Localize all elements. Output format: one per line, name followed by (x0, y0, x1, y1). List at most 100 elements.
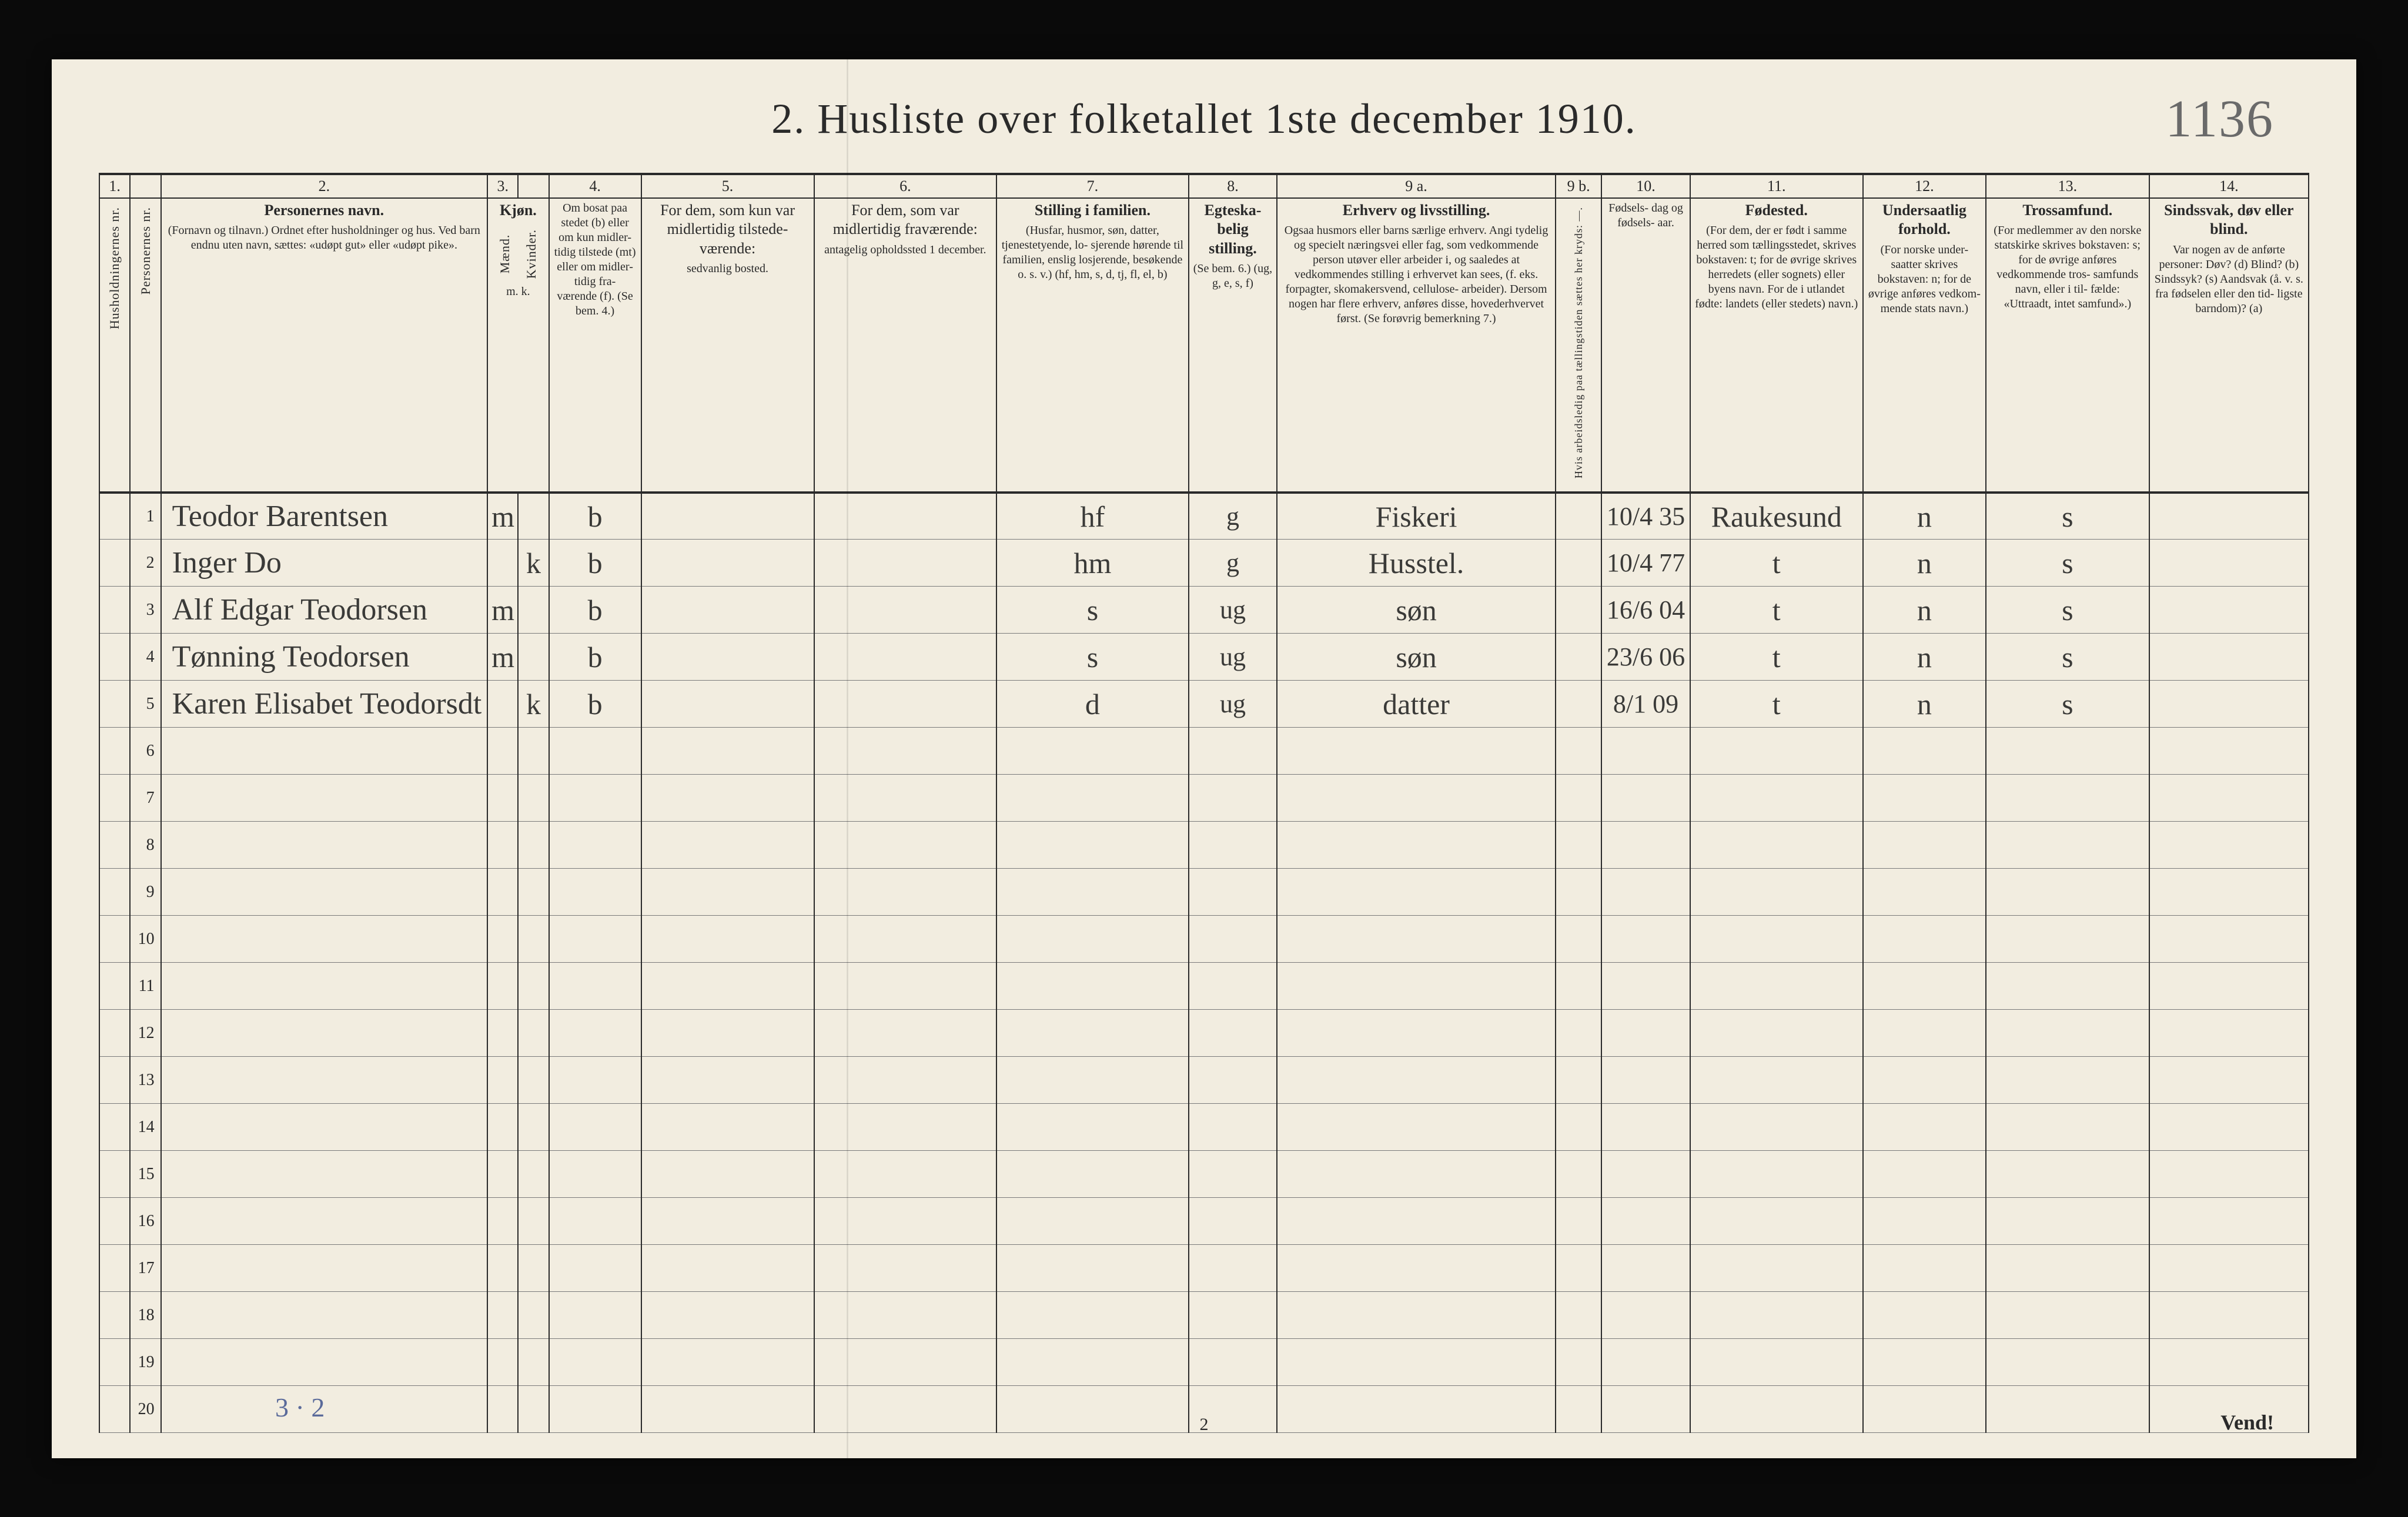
cell-egteskab: ug (1189, 587, 1277, 634)
table-row-blank: 13 (99, 1057, 2309, 1104)
cell-empty (487, 1104, 518, 1151)
cell-empty (1556, 728, 1601, 775)
cell-empty (1863, 775, 1986, 822)
colnum: 12. (1863, 174, 1986, 198)
cell-empty (549, 1339, 641, 1386)
cell-empty (518, 916, 549, 963)
cell-empty (487, 963, 518, 1010)
cell-empty (1863, 1151, 1986, 1198)
cell-empty (641, 1198, 814, 1245)
cell-empty (549, 1010, 641, 1057)
cell-arbeidsledig (1556, 493, 1601, 540)
cell-empty (1690, 963, 1863, 1010)
person-no: 15 (130, 1151, 160, 1198)
hdr-egteskab: Egteska- belig stilling. (Se bem. 6.) (u… (1189, 198, 1277, 493)
cell-empty (1986, 1339, 2149, 1386)
colnum (130, 174, 160, 198)
tally-note: 3 · 2 (275, 1392, 325, 1423)
cell-empty (1556, 1010, 1601, 1057)
cell-empty (161, 1151, 488, 1198)
cell-empty (814, 1245, 996, 1292)
cell-arbeidsledig (1556, 681, 1601, 728)
cell-empty (996, 1151, 1189, 1198)
cell-familie: hf (996, 493, 1189, 540)
cell-empty (518, 728, 549, 775)
cell-fodested: t (1690, 587, 1863, 634)
colnum (518, 174, 549, 198)
cell-empty (814, 1198, 996, 1245)
cell-trossamfund: s (1986, 493, 2149, 540)
cell-undersaat: n (1863, 540, 1986, 587)
person-no: 12 (130, 1010, 160, 1057)
person-no: 3 (130, 587, 160, 634)
cell-bosat: b (549, 587, 641, 634)
cell-empty (641, 1339, 814, 1386)
cell-empty (996, 869, 1189, 916)
cell-empty (1690, 869, 1863, 916)
cell-empty (1189, 1104, 1277, 1151)
cell-empty (2149, 916, 2309, 963)
cell-empty (1277, 916, 1556, 963)
cell-empty (1863, 1104, 1986, 1151)
cell-empty (1277, 1104, 1556, 1151)
cell-empty (1690, 822, 1863, 869)
cell-empty (641, 822, 814, 869)
cell-empty (1863, 1292, 1986, 1339)
cell-empty (1690, 1057, 1863, 1104)
cell-empty (814, 963, 996, 1010)
cell-empty (1863, 963, 1986, 1010)
cell-fodested: t (1690, 540, 1863, 587)
cell-midl-frav (814, 493, 996, 540)
cell-egteskab: g (1189, 493, 1277, 540)
cell-familie: s (996, 634, 1189, 681)
person-no: 9 (130, 869, 160, 916)
cell-empty (1863, 869, 1986, 916)
cell-undersaat: n (1863, 634, 1986, 681)
cell-empty (1601, 728, 1690, 775)
cell-empty (1189, 1245, 1277, 1292)
cell-empty (1690, 1010, 1863, 1057)
cell-empty (1556, 775, 1601, 822)
cell-egteskab: ug (1189, 681, 1277, 728)
cell-sindssvak (2149, 634, 2309, 681)
cell-fodselsdato: 10/4 77 (1601, 540, 1690, 587)
household-no (99, 587, 130, 634)
cell-arbeidsledig (1556, 587, 1601, 634)
cell-empty (1277, 1386, 1556, 1433)
hdr-familie: Stilling i familien. (Husfar, husmor, sø… (996, 198, 1189, 493)
paper-fold (847, 59, 848, 1458)
cell-empty (487, 869, 518, 916)
cell-empty (1601, 1292, 1690, 1339)
cell-empty (1986, 728, 2149, 775)
cell-empty (1863, 1010, 1986, 1057)
cell-empty (1986, 1292, 2149, 1339)
cell-empty (814, 1292, 996, 1339)
cell-empty (161, 1245, 488, 1292)
table-row: 4Tønning Teodorsenmbsugsøn23/6 06tns (99, 634, 2309, 681)
cell-empty (99, 1151, 130, 1198)
cell-trossamfund: s (1986, 540, 2149, 587)
table-row-blank: 14 (99, 1104, 2309, 1151)
hdr-undersaat: Undersaatlig forhold. (For norske under-… (1863, 198, 1986, 493)
cell-empty (1277, 1151, 1556, 1198)
footer-page-number: 2 (1200, 1415, 1209, 1435)
cell-empty (99, 1292, 130, 1339)
colnum: 7. (996, 174, 1189, 198)
cell-empty (1189, 1057, 1277, 1104)
cell-empty (487, 1245, 518, 1292)
cell-empty (814, 1151, 996, 1198)
hdr-arbeidsledig: Hvis arbeidsledig paa tællingstiden sætt… (1556, 198, 1601, 493)
cell-empty (161, 1010, 488, 1057)
data-body: 1Teodor BarentsenmbhfgFiskeri10/4 35Rauk… (99, 493, 2309, 1433)
cell-empty (99, 916, 130, 963)
person-no: 20 (130, 1386, 160, 1433)
cell-empty (996, 1245, 1189, 1292)
colnum: 3. (487, 174, 518, 198)
cell-empty (641, 963, 814, 1010)
cell-empty (1601, 869, 1690, 916)
cell-empty (1690, 916, 1863, 963)
cell-empty (1690, 1104, 1863, 1151)
cell-empty (1189, 728, 1277, 775)
cell-empty (518, 1198, 549, 1245)
cell-empty (1189, 1010, 1277, 1057)
